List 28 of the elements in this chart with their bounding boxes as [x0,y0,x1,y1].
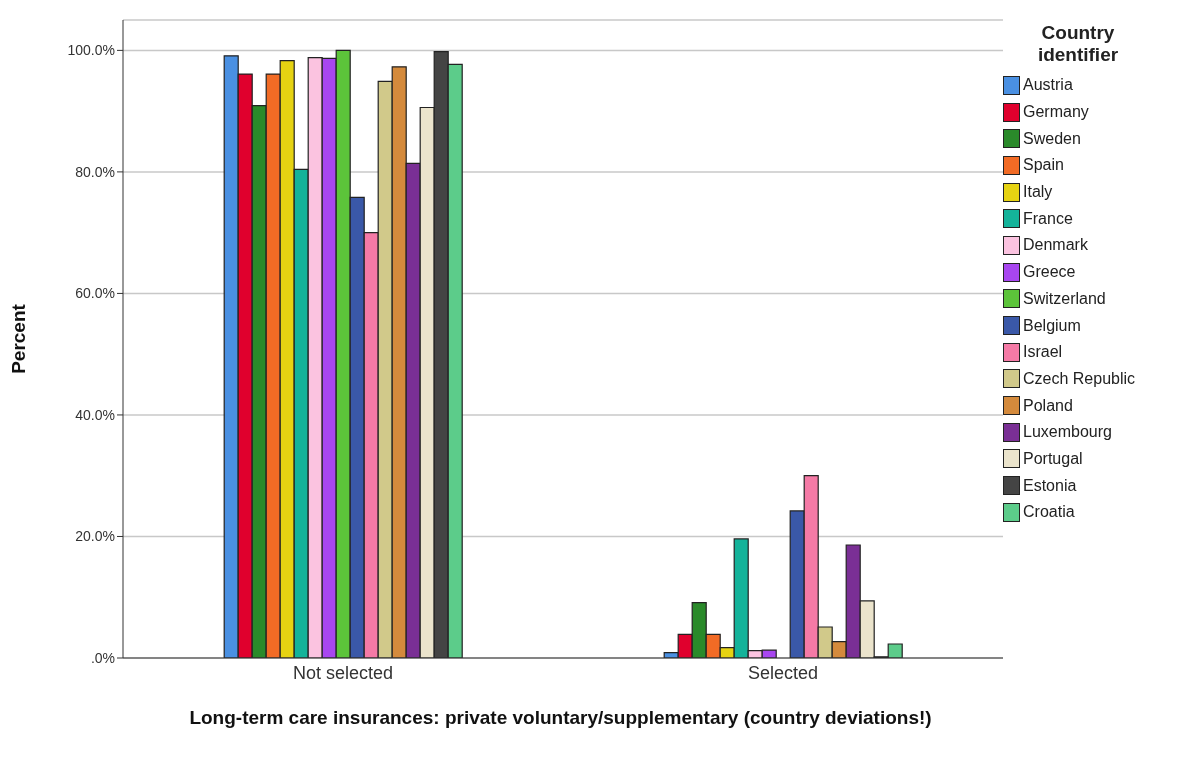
legend-label: Estonia [1023,476,1077,495]
y-tick-label: .0% [90,649,115,666]
legend-label: Italy [1023,183,1053,202]
legend-label: Czech Republic [1023,369,1136,388]
legend-label: Croatia [1023,503,1075,522]
legend-label: Portugal [1023,449,1083,468]
y-axis-title: Percent [7,303,29,374]
x-tick-label: Not selected [292,662,394,683]
y-tick-label: 20.0% [75,528,115,545]
legend-label: Switzerland [1023,289,1106,308]
y-tick-label: 40.0% [75,406,115,423]
y-tick-label: 100.0% [67,42,115,59]
legend-label: Denmark [1023,236,1088,255]
legend-label: Sweden [1023,129,1081,148]
legend-label: Luxembourg [1023,423,1112,442]
legend-label: France [1023,209,1073,228]
legend-label: Spain [1023,156,1064,175]
legend-label: Israel [1023,343,1063,362]
legend-label: Austria [1023,76,1073,95]
legend-label: Belgium [1023,316,1081,335]
y-tick-label: 60.0% [75,285,115,302]
legend-title: Country identifier [1036,22,1120,66]
y-tick-label: 80.0% [75,163,115,180]
x-tick-label: Selected [747,662,819,683]
legend-label: Poland [1023,396,1073,415]
legend-label: Germany [1023,103,1089,122]
legend-label: Greece [1023,263,1076,282]
x-axis-title: Long-term care insurances: private voluntary/supplementary (country deviations!) [188,707,933,728]
